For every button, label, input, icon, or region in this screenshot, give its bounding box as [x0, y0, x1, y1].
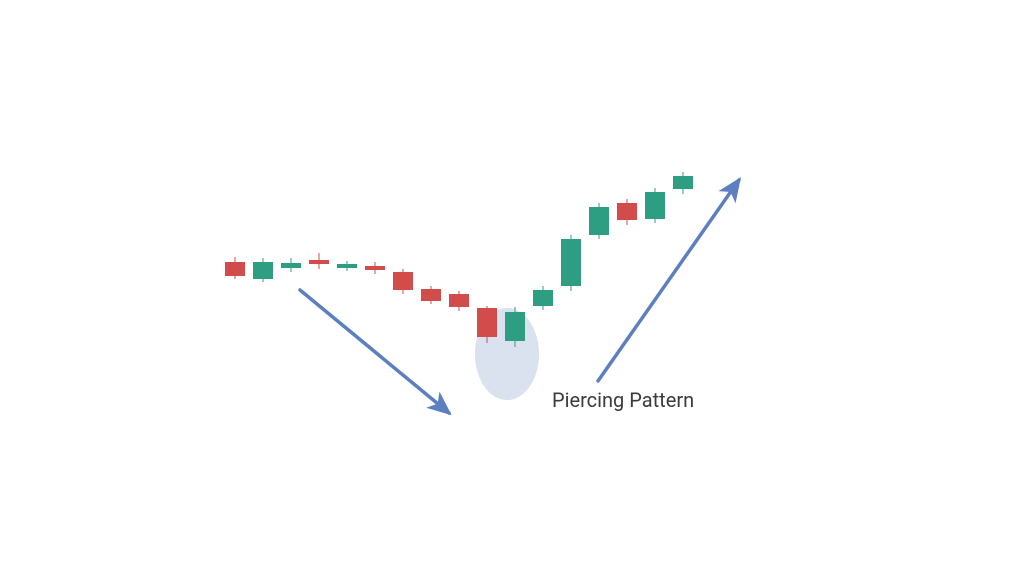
candle — [505, 0, 525, 580]
candle — [225, 0, 245, 580]
candle-body — [589, 207, 609, 235]
candle-body — [617, 203, 637, 220]
candle — [393, 0, 413, 580]
candle-body — [421, 289, 441, 301]
candle-body — [673, 176, 693, 189]
candle-body — [225, 262, 245, 276]
candle — [617, 0, 637, 580]
candle-body — [337, 264, 357, 268]
candle — [309, 0, 329, 580]
candle-body — [309, 260, 329, 264]
candle — [561, 0, 581, 580]
candle-body — [533, 290, 553, 306]
candle — [533, 0, 553, 580]
candle — [365, 0, 385, 580]
candlestick-chart: Piercing Pattern — [0, 0, 1024, 580]
candle — [589, 0, 609, 580]
candle — [337, 0, 357, 580]
candle — [449, 0, 469, 580]
pattern-label: Piercing Pattern — [552, 388, 694, 412]
candle — [253, 0, 273, 580]
candle — [477, 0, 497, 580]
candle-body — [645, 192, 665, 219]
candle-body — [505, 312, 525, 341]
candle-body — [281, 263, 301, 268]
candle-body — [561, 239, 581, 286]
candle-body — [477, 308, 497, 337]
candle-body — [393, 272, 413, 290]
candle — [421, 0, 441, 580]
candle-body — [449, 294, 469, 307]
candle — [673, 0, 693, 580]
candle-body — [253, 262, 273, 279]
candle-body — [365, 266, 385, 270]
candle — [281, 0, 301, 580]
candle — [645, 0, 665, 580]
